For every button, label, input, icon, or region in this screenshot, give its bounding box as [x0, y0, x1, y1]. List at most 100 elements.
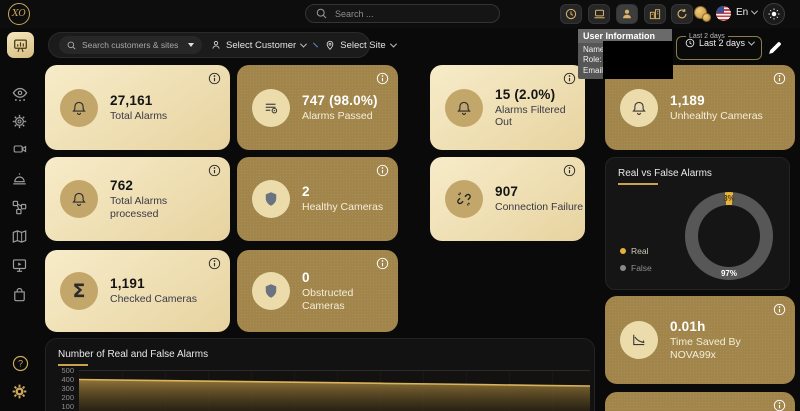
info-icon[interactable]: [208, 72, 221, 85]
sidebar-item-cameras[interactable]: [12, 142, 28, 158]
legend-item-false[interactable]: False: [620, 263, 652, 273]
gear-icon: [12, 114, 27, 129]
pencil-icon: [769, 42, 781, 54]
stat-label: Total Alarms: [110, 109, 168, 122]
search-icon: [67, 41, 76, 50]
tooltip-name-label: Name:: [583, 44, 607, 54]
alarm-area: [79, 379, 590, 411]
global-search[interactable]: [305, 4, 500, 23]
info-icon[interactable]: [773, 303, 786, 316]
stat-value: 907: [495, 184, 519, 200]
credits-indicator[interactable]: [694, 5, 714, 23]
info-icon[interactable]: [773, 399, 786, 411]
building-icon: [649, 9, 661, 20]
bell-icon: [445, 88, 483, 127]
clock-icon: [565, 8, 577, 20]
ai-eye-icon: [12, 87, 28, 102]
stat-value: 1,189: [670, 92, 705, 108]
stat-value: 0.01h: [670, 319, 706, 335]
info-icon[interactable]: [773, 72, 786, 85]
y-tick: 500: [61, 366, 74, 375]
select-customer-label: Select Customer: [226, 39, 297, 51]
video-camera-icon: [13, 145, 27, 153]
date-range-value: Last 2 days: [699, 38, 746, 48]
language-selector[interactable]: En: [736, 7, 759, 18]
accent-underline: [58, 364, 88, 366]
stat-value: 2: [302, 184, 310, 200]
date-range-filter[interactable]: Last 2 days Last 2 days: [676, 33, 762, 60]
sidebar-item-map[interactable]: [12, 229, 28, 245]
stat-card-obstructed-cameras: 0 Obstructed Cameras: [237, 250, 398, 332]
sidebar-item-ai-detection[interactable]: [12, 86, 28, 102]
y-tick: 300: [61, 384, 74, 393]
organization-button[interactable]: [644, 4, 666, 24]
coin-icon: [702, 13, 711, 22]
shield-icon: [252, 180, 290, 218]
stat-label: Alarms Passed: [302, 109, 373, 122]
sidebar-item-assets[interactable]: [12, 287, 28, 303]
info-icon[interactable]: [208, 257, 221, 270]
chevron-down-icon: [300, 40, 308, 48]
sidebar-item-alarms[interactable]: [12, 171, 28, 187]
stat-card-connection-failure: 907 Connection Failure: [430, 157, 585, 241]
user-button[interactable]: [616, 4, 638, 24]
refresh-button[interactable]: [671, 4, 693, 24]
devices-button[interactable]: [588, 4, 610, 24]
bag-icon: [14, 287, 25, 302]
panel-title: Real vs False Alarms: [618, 168, 712, 179]
customer-site-search-input[interactable]: [82, 40, 182, 50]
monitor-play-icon: [12, 259, 27, 272]
donut-ring: 3% 97%: [685, 192, 773, 280]
legend-label: False: [631, 263, 652, 273]
sidebar-nav: ?: [0, 28, 40, 411]
stat-card-alarms-filtered-out: 15 (2.0%) Alarms Filtered Out: [430, 65, 585, 150]
stat-card-partial: [605, 392, 795, 411]
alarm-dome-icon: [13, 173, 26, 185]
info-icon[interactable]: [376, 257, 389, 270]
stat-card-alarms-passed: 747 (98.0%) Alarms Passed: [237, 65, 398, 150]
panel-title: Number of Real and False Alarms: [58, 349, 209, 360]
info-icon[interactable]: [208, 164, 221, 177]
select-site-dropdown[interactable]: Select Site: [325, 40, 397, 51]
y-tick: 100: [61, 402, 74, 411]
select-customer-dropdown[interactable]: Select Customer: [211, 39, 308, 51]
help-icon: ?: [12, 355, 29, 372]
person-icon: [212, 41, 220, 49]
stat-label: Unhealthy Cameras: [670, 109, 763, 122]
info-icon[interactable]: [563, 164, 576, 177]
theme-toggle-button[interactable]: [763, 3, 785, 25]
info-icon[interactable]: [376, 164, 389, 177]
sidebar-item-settings[interactable]: [12, 114, 28, 130]
y-tick: 200: [61, 393, 74, 402]
broken-link-icon: [445, 180, 483, 218]
stat-value: 747 (98.0%): [302, 92, 378, 108]
sidebar-item-help[interactable]: ?: [12, 355, 29, 372]
us-flag-icon: [716, 6, 731, 21]
customer-site-search[interactable]: [59, 36, 202, 54]
legend-item-real[interactable]: Real: [620, 246, 652, 256]
info-icon[interactable]: [563, 72, 576, 85]
stat-value: 1,191: [110, 276, 145, 292]
sidebar-item-monitoring[interactable]: [12, 258, 28, 274]
alarm-line: [79, 378, 590, 387]
info-icon[interactable]: [376, 72, 389, 85]
bell-icon: [60, 88, 98, 127]
gear-filled-icon: [12, 384, 27, 399]
stat-value: 15 (2.0%): [495, 86, 556, 102]
history-button[interactable]: [560, 4, 582, 24]
svg-text:?: ?: [18, 359, 23, 369]
sidebar-item-preferences[interactable]: [12, 384, 28, 400]
global-search-input[interactable]: [335, 8, 475, 19]
sidebar-item-dashboard[interactable]: [7, 32, 34, 58]
edit-dashboard-button[interactable]: [766, 37, 788, 59]
laptop-icon: [593, 9, 605, 19]
caret-down-icon: [188, 43, 194, 47]
date-range-dropdown[interactable]: Last 2 days: [677, 38, 761, 48]
sigma-icon: Σ: [60, 272, 98, 310]
tooltip-role-label: Role:: [583, 55, 602, 64]
refresh-icon: [677, 9, 687, 19]
location-pin-icon: [326, 40, 334, 50]
sidebar-item-topology[interactable]: [12, 200, 28, 216]
app-logo[interactable]: XO: [8, 3, 30, 25]
search-icon: [316, 8, 327, 19]
